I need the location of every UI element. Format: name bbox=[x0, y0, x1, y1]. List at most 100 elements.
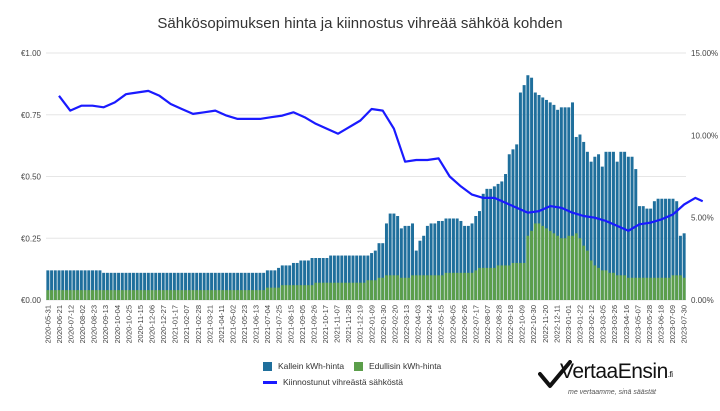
bar-edullisin bbox=[344, 282, 348, 300]
bar-kallein bbox=[139, 272, 143, 300]
bar-edullisin bbox=[623, 275, 627, 300]
bar-edullisin bbox=[184, 290, 188, 300]
bar-kallein bbox=[306, 260, 310, 300]
bar-kallein bbox=[105, 272, 109, 300]
bar-kallein bbox=[597, 154, 601, 300]
bar-edullisin bbox=[217, 290, 221, 300]
bar-edullisin bbox=[366, 280, 370, 300]
bar-edullisin bbox=[124, 290, 128, 300]
bar-kallein bbox=[418, 240, 422, 300]
bar-kallein bbox=[143, 272, 147, 300]
x-tick-label: 2020-07-12 bbox=[67, 305, 76, 343]
bar-kallein bbox=[396, 216, 400, 300]
bar-kallein bbox=[671, 198, 675, 300]
bar-edullisin bbox=[530, 230, 534, 300]
bar-edullisin bbox=[120, 290, 124, 300]
x-tick-label: 2021-05-23 bbox=[240, 305, 249, 343]
x-tick-label: 2021-09-26 bbox=[309, 305, 318, 343]
bar-edullisin bbox=[325, 282, 329, 300]
bar-edullisin bbox=[154, 290, 158, 300]
legend-label-kallein: Kallein kWh-hinta bbox=[278, 361, 345, 371]
bar-edullisin bbox=[589, 260, 593, 300]
bars-edullisin bbox=[46, 223, 686, 300]
bar-edullisin bbox=[433, 275, 437, 300]
bar-edullisin bbox=[567, 235, 571, 300]
x-tick-label: 2023-04-16 bbox=[622, 305, 631, 343]
bar-edullisin bbox=[139, 290, 143, 300]
bar-kallein bbox=[537, 94, 541, 301]
bar-edullisin bbox=[537, 223, 541, 300]
legend-item-edullisin: Edullisin kWh-hinta bbox=[354, 361, 441, 372]
x-tick-label: 2021-03-21 bbox=[205, 305, 214, 343]
bar-edullisin bbox=[72, 290, 76, 300]
bar-kallein bbox=[362, 255, 366, 300]
x-tick-label: 2023-01-22 bbox=[576, 305, 585, 343]
bar-kallein bbox=[61, 270, 65, 300]
bar-edullisin bbox=[455, 272, 459, 300]
bar-kallein bbox=[678, 235, 682, 300]
x-tick-label: 2022-01-30 bbox=[379, 305, 388, 343]
x-tick-label: 2022-01-09 bbox=[367, 305, 376, 343]
bar-kallein bbox=[440, 220, 444, 300]
bar-edullisin bbox=[277, 287, 281, 300]
bar-edullisin bbox=[202, 290, 206, 300]
bar-edullisin bbox=[511, 262, 515, 300]
bar-kallein bbox=[455, 218, 459, 300]
vertaaensin-logo: VertaaEnsin.fi me vertaamme, sinä säästä… bbox=[538, 360, 688, 404]
bar-kallein bbox=[83, 270, 87, 300]
x-tick-label: 2021-05-02 bbox=[229, 305, 238, 343]
bar-edullisin bbox=[57, 290, 61, 300]
bar-edullisin bbox=[206, 290, 210, 300]
bar-kallein bbox=[243, 272, 247, 300]
bar-kallein bbox=[262, 272, 266, 300]
bar-kallein bbox=[135, 272, 139, 300]
bar-edullisin bbox=[675, 275, 679, 300]
bar-kallein bbox=[321, 258, 325, 300]
bar-kallein bbox=[552, 104, 556, 301]
bar-edullisin bbox=[425, 275, 429, 300]
bar-edullisin bbox=[102, 290, 106, 300]
bar-kallein bbox=[615, 161, 619, 300]
bar-kallein bbox=[187, 272, 191, 300]
bar-kallein bbox=[571, 102, 574, 301]
bar-kallein bbox=[210, 272, 214, 300]
bar-kallein bbox=[638, 206, 641, 300]
bar-kallein bbox=[466, 225, 470, 300]
bar-kallein bbox=[288, 265, 292, 300]
bar-kallein bbox=[358, 255, 362, 300]
bar-edullisin bbox=[373, 280, 377, 300]
bar-kallein bbox=[325, 258, 329, 300]
bar-edullisin bbox=[638, 277, 641, 300]
bar-kallein bbox=[675, 201, 679, 300]
bar-edullisin bbox=[158, 290, 161, 300]
x-tick-label: 2020-09-13 bbox=[101, 305, 110, 343]
x-tick-label: 2021-04-11 bbox=[217, 305, 226, 343]
bar-kallein bbox=[347, 255, 351, 300]
bar-edullisin bbox=[165, 290, 169, 300]
bar-edullisin bbox=[113, 290, 117, 300]
bar-kallein bbox=[68, 270, 72, 300]
bar-edullisin bbox=[418, 275, 422, 300]
bar-edullisin bbox=[83, 290, 87, 300]
bar-kallein bbox=[463, 225, 467, 300]
bar-edullisin bbox=[664, 277, 668, 300]
left-tick-label: €1.00 bbox=[21, 49, 42, 58]
legend-item-kiinnostus: Kiinnostunut vihreästä sähköstä bbox=[263, 377, 403, 387]
right-tick-label: 10.00% bbox=[691, 131, 718, 140]
bar-kallein bbox=[344, 255, 348, 300]
bar-kallein bbox=[247, 272, 251, 300]
bar-kallein bbox=[180, 272, 184, 300]
bar-kallein bbox=[515, 144, 519, 300]
bar-kallein bbox=[213, 272, 217, 300]
bar-kallein bbox=[470, 223, 474, 300]
x-tick-label: 2022-02-20 bbox=[390, 305, 399, 343]
bar-kallein bbox=[373, 250, 377, 300]
bar-edullisin bbox=[79, 290, 83, 300]
bar-kallein bbox=[578, 134, 582, 300]
bar-kallein bbox=[332, 255, 336, 300]
interest-line bbox=[58, 89, 704, 232]
bar-edullisin bbox=[444, 272, 448, 300]
x-tick-label: 2022-08-07 bbox=[483, 305, 492, 343]
x-tick-label: 2023-07-30 bbox=[680, 305, 689, 343]
left-tick-label: €0.25 bbox=[21, 234, 42, 243]
